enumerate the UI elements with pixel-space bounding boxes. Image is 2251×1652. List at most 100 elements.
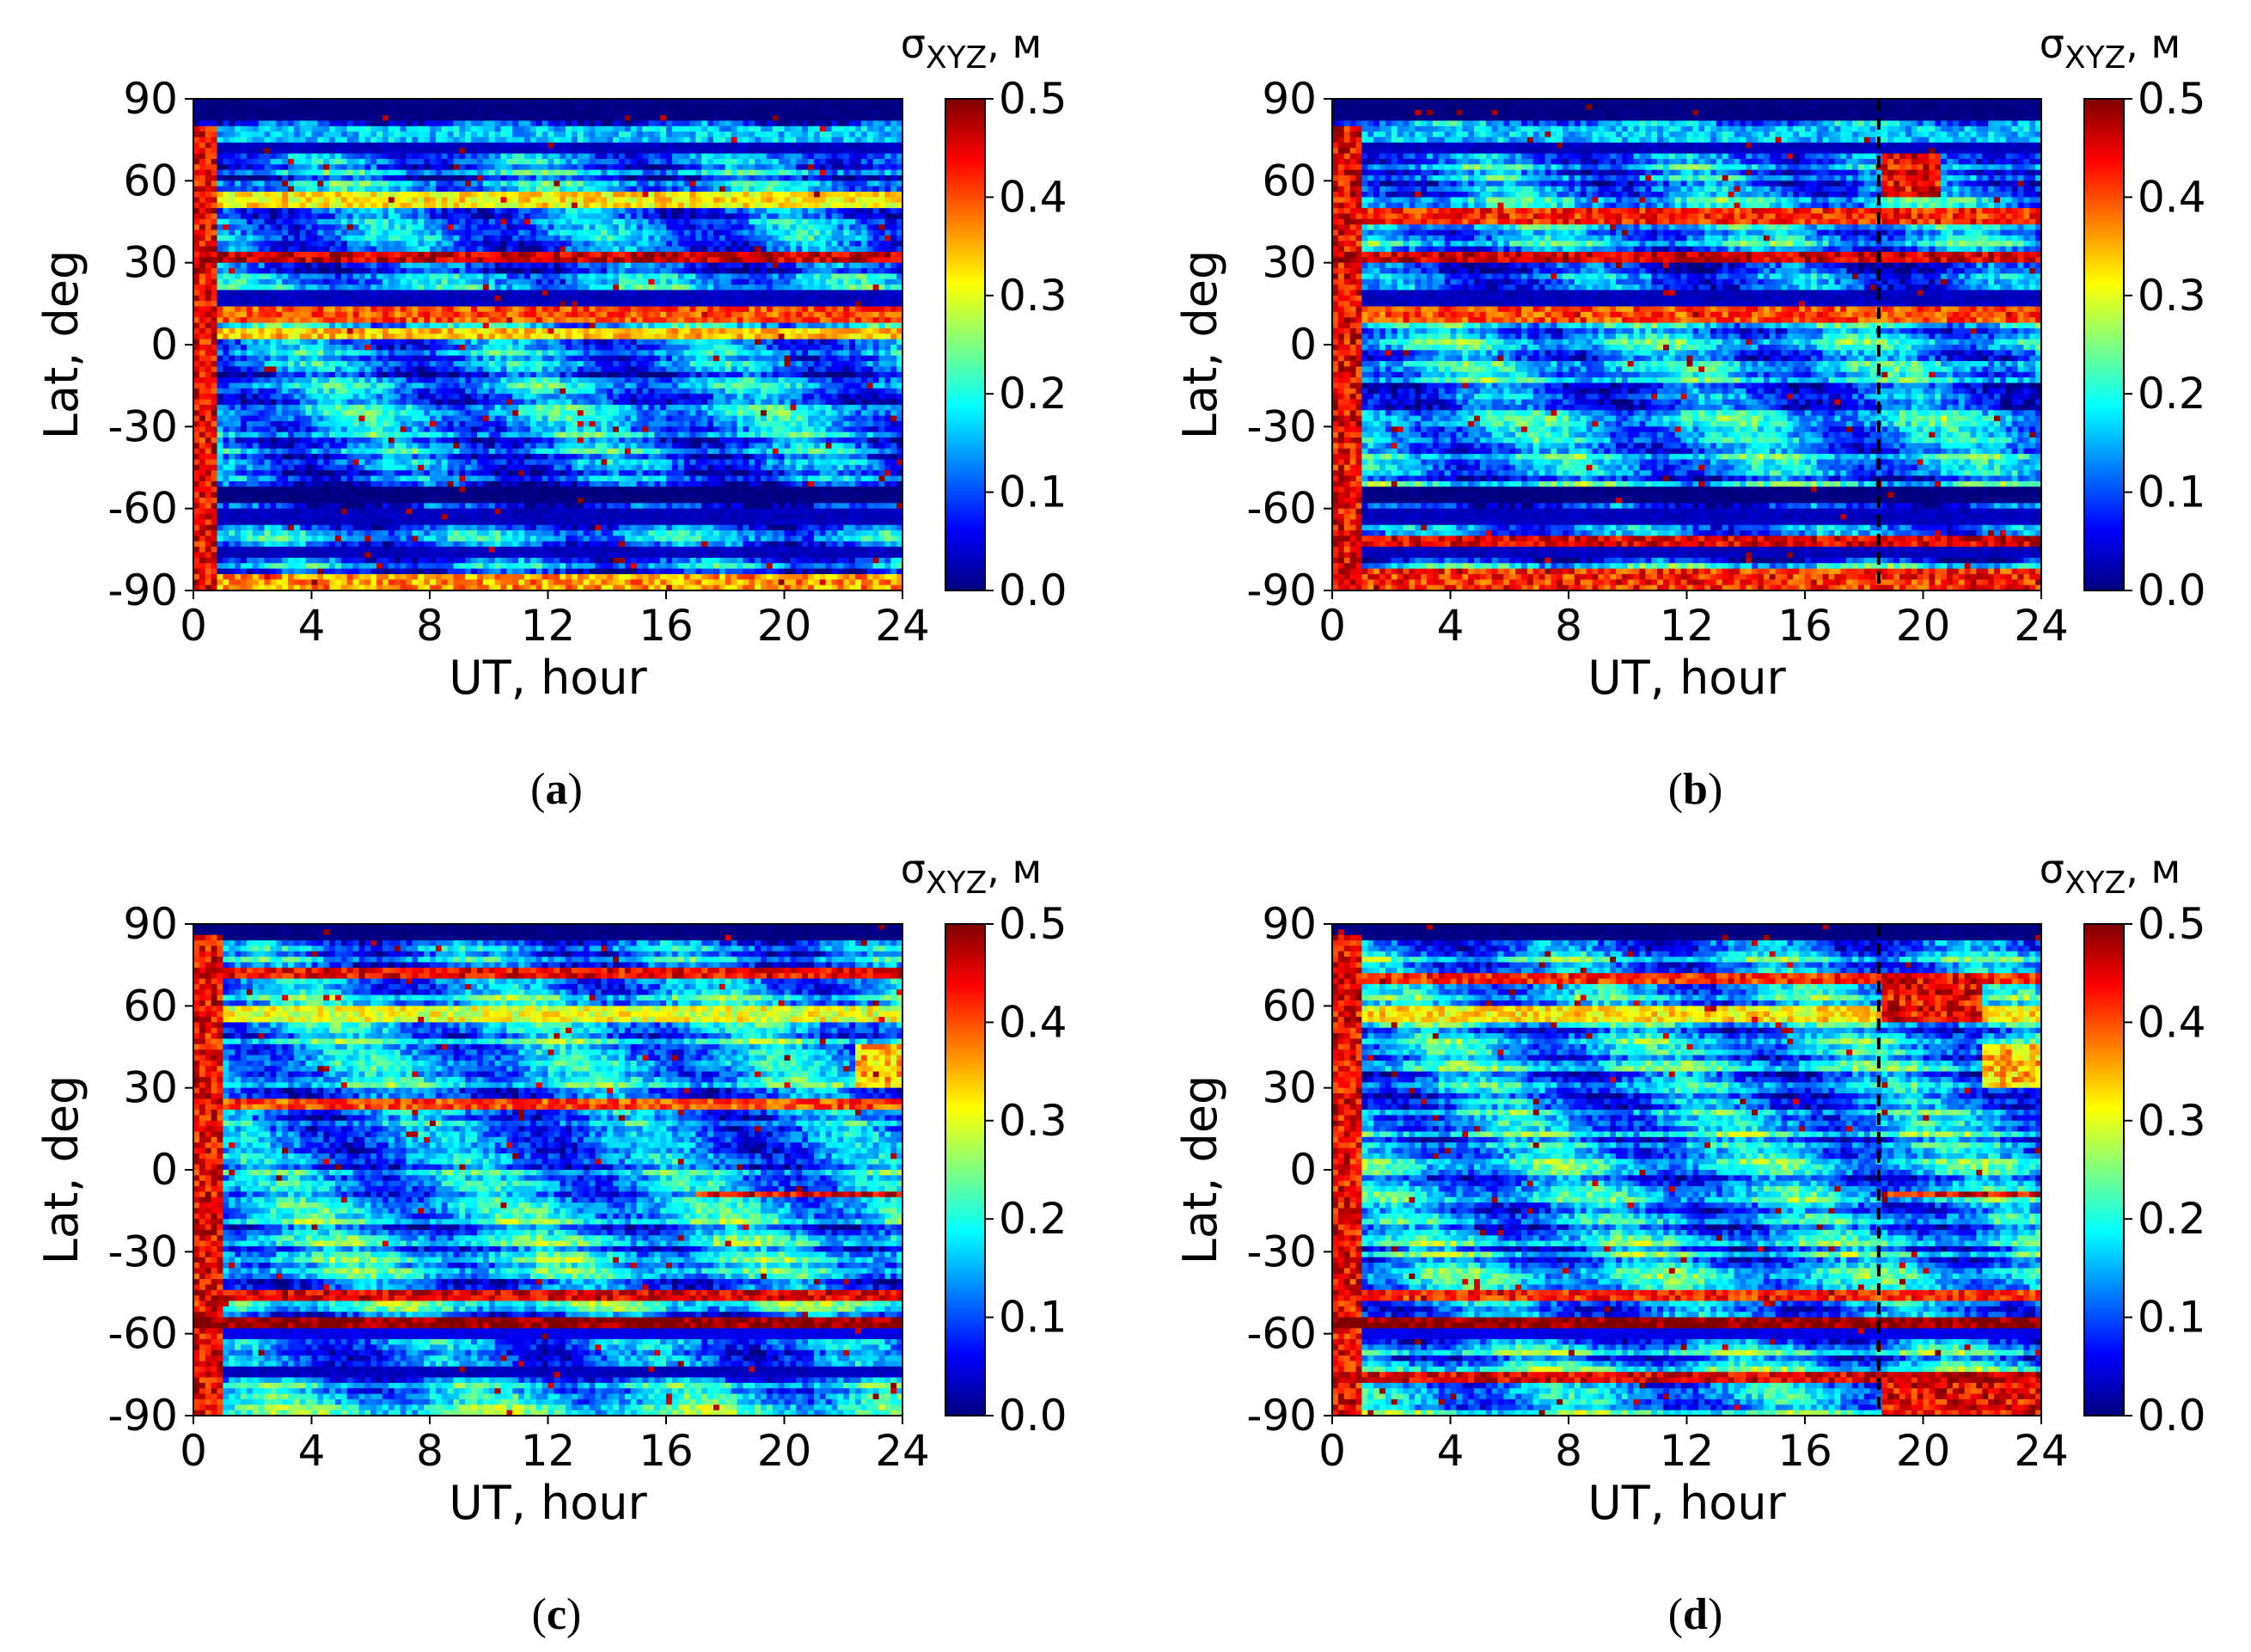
heatmap-cell xyxy=(648,236,654,242)
heatmap-cell xyxy=(329,290,335,296)
heatmap-cell xyxy=(512,323,518,329)
heatmap-cell xyxy=(601,175,607,181)
heatmap-cell xyxy=(317,323,323,329)
heatmap-cell xyxy=(695,236,701,242)
heatmap-cell xyxy=(601,252,607,258)
heatmap-cell xyxy=(395,132,401,138)
heatmap-cell xyxy=(506,290,512,296)
heatmap-cell xyxy=(855,230,861,236)
heatmap-cell xyxy=(631,154,637,160)
heatmap-cell xyxy=(566,257,572,263)
heatmap-cell xyxy=(808,159,814,165)
heatmap-cell xyxy=(229,263,235,269)
heatmap-cell xyxy=(542,175,548,181)
heatmap-cell xyxy=(223,192,229,198)
heatmap-cell xyxy=(265,148,271,154)
heatmap-cell xyxy=(370,99,376,105)
heatmap-cell xyxy=(418,115,424,121)
heatmap-cell xyxy=(388,120,395,126)
heatmap-cell xyxy=(849,301,855,307)
heatmap-cell xyxy=(193,296,199,302)
heatmap-cell xyxy=(471,154,477,160)
heatmap-cell xyxy=(731,170,737,176)
heatmap-cell xyxy=(300,279,306,285)
heatmap-cell xyxy=(483,241,489,247)
heatmap-cell xyxy=(253,296,259,302)
heatmap-cell xyxy=(832,154,838,160)
heatmap-cell xyxy=(436,252,442,258)
heatmap-cell xyxy=(253,175,259,181)
heatmap-cell xyxy=(590,148,596,154)
heatmap-cell xyxy=(566,279,572,285)
heatmap-cell xyxy=(536,323,542,329)
heatmap-cell xyxy=(796,159,802,165)
heatmap-cell xyxy=(767,203,773,209)
heatmap-cell xyxy=(347,323,353,329)
heatmap-cell xyxy=(590,126,596,132)
heatmap-cell xyxy=(666,170,672,176)
heatmap-cell xyxy=(312,120,318,126)
heatmap-cell xyxy=(808,301,814,307)
heatmap-cell xyxy=(518,285,524,291)
heatmap-cell xyxy=(347,213,353,219)
heatmap-cell xyxy=(477,104,483,110)
heatmap-cell xyxy=(199,301,205,307)
heatmap-cell xyxy=(837,99,843,105)
heatmap-cell xyxy=(625,257,631,263)
heatmap-cell xyxy=(749,252,755,258)
heatmap-cell xyxy=(719,104,725,110)
heatmap-cell xyxy=(666,137,672,143)
heatmap-cell xyxy=(566,263,572,269)
heatmap-cell xyxy=(288,203,294,209)
heatmap-cell xyxy=(317,148,323,154)
heatmap-cell xyxy=(619,317,625,323)
heatmap-cell xyxy=(211,104,217,110)
heatmap-cell xyxy=(294,247,300,253)
heatmap-cell xyxy=(678,279,684,285)
heatmap-cell xyxy=(312,219,318,225)
heatmap-cell xyxy=(205,203,211,209)
heatmap-cell xyxy=(749,159,755,165)
heatmap-cell xyxy=(253,148,259,154)
heatmap-cell xyxy=(459,307,465,313)
heatmap-cell xyxy=(560,99,566,105)
heatmap-cell xyxy=(814,285,820,291)
heatmap-cell xyxy=(678,268,684,274)
heatmap-cell xyxy=(826,301,832,307)
heatmap-cell xyxy=(725,307,731,313)
heatmap-cell xyxy=(382,197,388,203)
heatmap-cell xyxy=(873,120,879,126)
heatmap-cell xyxy=(826,268,832,274)
heatmap-cell xyxy=(761,230,767,236)
heatmap-cell xyxy=(459,290,465,296)
heatmap-cell xyxy=(707,279,713,285)
heatmap-cell xyxy=(211,164,217,170)
heatmap-cell xyxy=(596,257,602,263)
heatmap-cell xyxy=(643,208,649,214)
heatmap-cell xyxy=(773,241,779,247)
heatmap-cell xyxy=(826,279,832,285)
heatmap-cell xyxy=(454,159,460,165)
heatmap-cell xyxy=(631,296,637,302)
heatmap-cell xyxy=(270,279,276,285)
heatmap-cell xyxy=(335,257,341,263)
heatmap-cell xyxy=(849,279,855,285)
heatmap-cell xyxy=(767,247,773,253)
heatmap-cell xyxy=(241,257,247,263)
heatmap-cell xyxy=(341,285,347,291)
heatmap-cell xyxy=(767,99,773,105)
heatmap-cell xyxy=(347,247,353,253)
heatmap-cell xyxy=(843,273,849,279)
heatmap-cell xyxy=(253,170,259,176)
heatmap-cell xyxy=(820,247,826,253)
heatmap-cell xyxy=(282,219,288,225)
heatmap-cell xyxy=(288,247,294,253)
heatmap-cell xyxy=(259,115,265,121)
heatmap-cell xyxy=(317,279,323,285)
heatmap-cell xyxy=(542,247,548,253)
heatmap-cell xyxy=(370,213,376,219)
heatmap-cell xyxy=(707,213,713,219)
heatmap-cell xyxy=(388,241,395,247)
heatmap-cell xyxy=(288,263,294,269)
heatmap-cell xyxy=(388,263,395,269)
